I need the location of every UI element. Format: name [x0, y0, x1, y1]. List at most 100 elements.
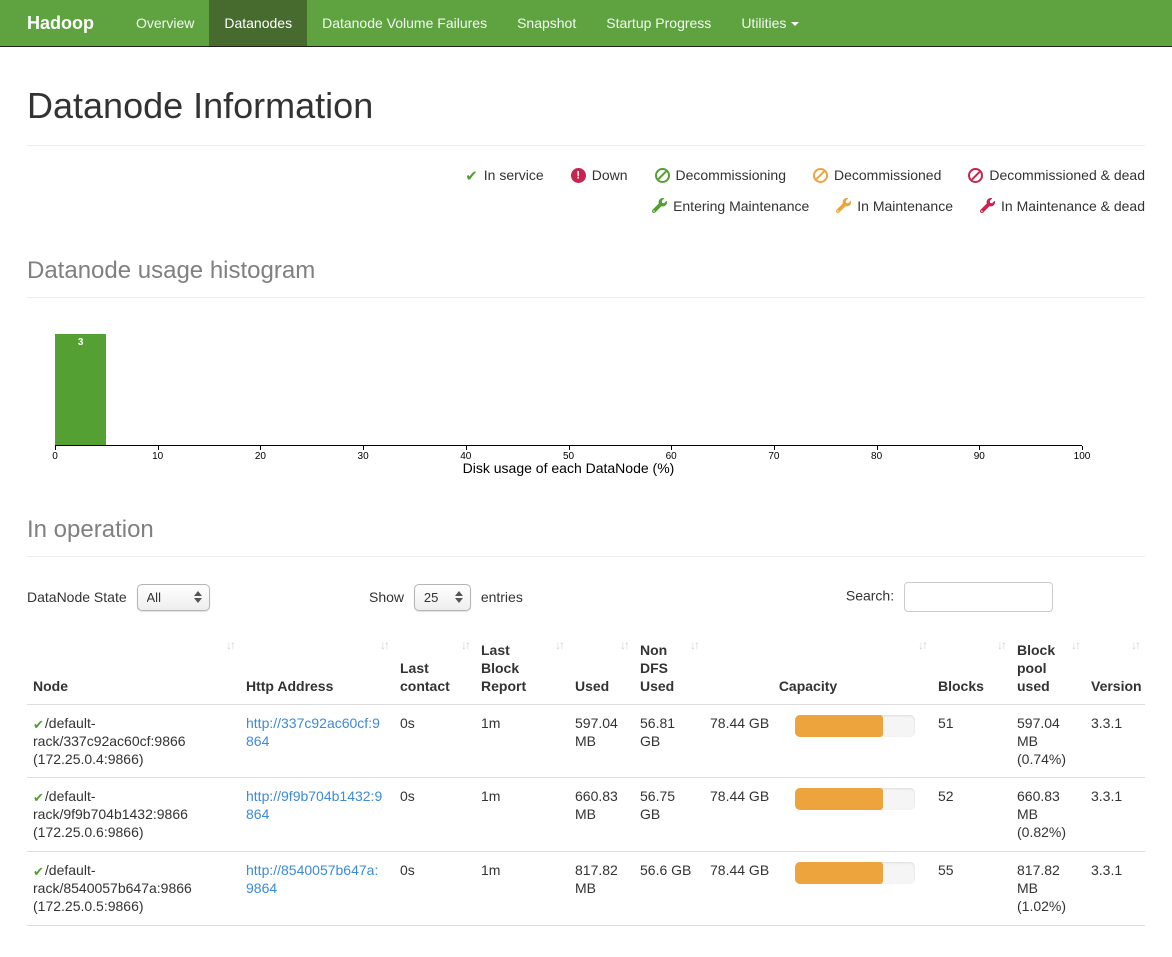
capacity-bar-fill	[795, 862, 883, 885]
column-header-version: Version ↓↑	[1085, 632, 1145, 705]
legend-item-down: ! Down	[570, 164, 628, 186]
search-input[interactable]	[904, 582, 1053, 612]
capacity-value: 78.44 GB	[710, 714, 770, 731]
column-header-last-contact: Last contact ↓↑	[394, 632, 475, 705]
http-address-link[interactable]: http://9f9b704b1432:9864	[246, 788, 383, 823]
sort-icon[interactable]: ↓↑	[1071, 638, 1081, 652]
node-ip: (172.25.0.4:9866)	[33, 750, 144, 767]
node-cell: ✔/default-rack/9f9b704b1432:9866 (172.25.…	[27, 777, 240, 853]
node-ip: (172.25.0.6:9866)	[33, 824, 144, 841]
datanode-state-filter: DataNode State All	[27, 583, 369, 611]
block-pool-used-cell: 660.83 MB (0.82%)	[1011, 777, 1085, 853]
sort-icon[interactable]: ↓↑	[690, 638, 700, 652]
tick-mark	[363, 446, 365, 450]
http-address-link[interactable]: http://8540057b647a:9864	[246, 862, 379, 897]
nav-item-datanode-volume-failures[interactable]: Datanode Volume Failures	[322, 15, 488, 31]
last-contact-cell: 0s	[394, 777, 475, 853]
sort-icon[interactable]: ↓↑	[1131, 638, 1141, 652]
column-header-block-pool-used: Block pool used ↓↑	[1011, 632, 1085, 705]
tick-label: 100	[1073, 451, 1091, 462]
histogram-bar-value: 3	[77, 337, 84, 348]
http-address-link[interactable]: http://337c92ac60cf:9864	[246, 714, 380, 749]
entries-label: entries	[480, 588, 523, 605]
http-address-cell: http://9f9b704b1432:9864	[240, 777, 394, 853]
sort-icon[interactable]: ↓↑	[461, 638, 471, 652]
table-controls: DataNode State All Show 25 entries Searc…	[27, 582, 1145, 612]
brand-logo: Hadoop	[27, 13, 94, 33]
blocks-cell: 51	[932, 704, 1011, 779]
ban-circle-icon	[812, 168, 828, 183]
check-icon: ✔	[33, 790, 44, 806]
tick-mark	[157, 446, 159, 450]
search-control: Search:	[711, 582, 1145, 612]
show-label: Show	[369, 588, 405, 605]
column-header-blocks: Blocks ↓↑	[932, 632, 1011, 705]
nav-item-datanodes[interactable]: Datanodes	[209, 0, 308, 46]
datanode-state-select[interactable]: All	[136, 583, 210, 611]
nav-item-snapshot[interactable]: Snapshot	[517, 15, 577, 31]
capacity-cell: 78.44 GB	[704, 704, 932, 779]
capacity-bar	[795, 714, 915, 737]
legend-label: Decommissioned	[833, 167, 942, 183]
version-cell: 3.3.1	[1085, 777, 1145, 853]
sort-icon[interactable]: ↓↑	[226, 638, 236, 652]
legend-label: Decommissioned & dead	[989, 167, 1145, 183]
search-label: Search:	[845, 587, 895, 604]
tick-label: 60	[665, 451, 677, 462]
capacity-value: 78.44 GB	[710, 862, 770, 879]
datanode-state-legend: ✔ In service! Down Decommissioning Decommiss…	[27, 164, 1145, 217]
capacity-wrap: 78.44 GB	[710, 788, 924, 811]
used-cell: 660.83 MB	[569, 777, 634, 853]
column-header-last-block-report: Last Block Report ↓↑	[475, 632, 569, 705]
tick-label: 80	[871, 451, 883, 462]
capacity-cell: 78.44 GB	[704, 777, 932, 853]
entries-length-control: Show 25 entries	[369, 583, 711, 611]
tick-mark	[671, 446, 673, 450]
column-header-used: Used ↓↑	[569, 632, 634, 705]
last-block-report-cell: 1m	[475, 777, 569, 853]
entries-select[interactable]: 25	[413, 583, 471, 611]
blocks-cell: 52	[932, 777, 1011, 853]
version-cell: 3.3.1	[1085, 851, 1145, 926]
nav-item-utilities[interactable]: Utilities	[726, 0, 814, 46]
tick-mark	[876, 446, 878, 450]
in-operation-heading: In operation	[27, 516, 154, 543]
sort-icon[interactable]: ↓↑	[620, 638, 630, 652]
ban-circle-icon	[654, 168, 670, 183]
histogram-bar: 3	[55, 334, 107, 445]
tick-mark	[1082, 446, 1083, 450]
datanode-table: Node ↓↑ Http Address ↓↑ Last contact ↓↑ Last B…	[27, 632, 1145, 926]
sort-icon[interactable]: ↓↑	[918, 638, 928, 652]
tick-mark	[568, 446, 570, 450]
sort-icon[interactable]: ↓↑	[997, 638, 1007, 652]
tick-mark	[55, 446, 56, 450]
node-path: ✔/default-rack/337c92ac60cf:9866	[33, 714, 186, 749]
last-contact-cell: 0s	[394, 704, 475, 779]
wrench-icon	[652, 198, 668, 213]
capacity-wrap: 78.44 GB	[710, 714, 924, 737]
last-block-report-cell: 1m	[475, 851, 569, 926]
column-header-capacity: Capacity ↓↑	[704, 632, 932, 705]
tick-mark	[465, 446, 467, 450]
used-cell: 817.82 MB	[569, 851, 634, 926]
tick-label: 10	[152, 451, 164, 462]
non-dfs-used-cell: 56.81 GB	[634, 704, 704, 779]
node-cell: ✔/default-rack/8540057b647a:9866 (172.25.…	[27, 851, 240, 926]
legend-label: In Maintenance & dead	[1001, 198, 1145, 214]
tick-label: 50	[562, 451, 575, 462]
sort-icon[interactable]: ↓↑	[380, 638, 390, 652]
nav-item-overview[interactable]: Overview	[136, 15, 195, 31]
top-navbar: Hadoop Overview Datanodes Datanode Volume …	[0, 0, 1172, 47]
sort-icon[interactable]: ↓↑	[555, 638, 565, 652]
nav-item-startup-progress[interactable]: Startup Progress	[606, 15, 712, 31]
capacity-value: 78.44 GB	[710, 788, 770, 805]
capacity-cell: 78.44 GB	[704, 851, 932, 926]
table-row: ✔/default-rack/9f9b704b1432:9866 (172.25.…	[27, 777, 1145, 853]
legend-item-in-service: ✔ In service	[465, 164, 544, 186]
legend-label: In service	[483, 167, 544, 183]
http-address-cell: http://337c92ac60cf:9864	[240, 704, 394, 779]
page-title: Datanode Information	[27, 85, 374, 126]
table-header-row: Node ↓↑ Http Address ↓↑ Last contact ↓↑ Last B…	[27, 632, 1145, 705]
table-row: ✔/default-rack/337c92ac60cf:9866 (172.25.…	[27, 704, 1145, 779]
tick-mark	[260, 446, 262, 450]
